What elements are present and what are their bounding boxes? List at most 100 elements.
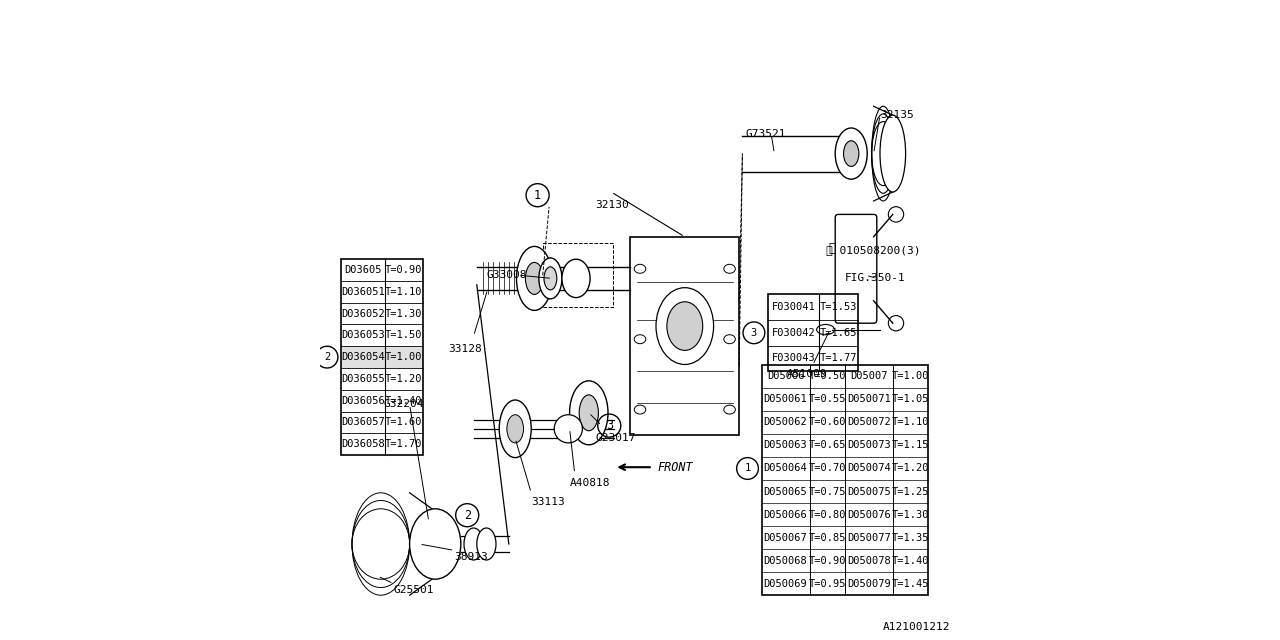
Text: D050077: D050077 <box>847 532 891 543</box>
Text: D050079: D050079 <box>847 579 891 589</box>
Text: 33113: 33113 <box>531 497 564 508</box>
Text: A51009: A51009 <box>787 369 828 380</box>
Ellipse shape <box>554 415 582 443</box>
Text: G32204: G32204 <box>384 399 425 410</box>
Ellipse shape <box>410 509 461 579</box>
Text: D050073: D050073 <box>847 440 891 451</box>
Text: T=0.70: T=0.70 <box>809 463 846 474</box>
Text: T=1.50: T=1.50 <box>385 330 422 340</box>
Text: T=1.05: T=1.05 <box>892 394 929 404</box>
Text: T=0.90: T=0.90 <box>809 556 846 566</box>
Text: D050063: D050063 <box>764 440 808 451</box>
Text: 2: 2 <box>324 352 330 362</box>
Bar <box>340 259 422 455</box>
Text: D050068: D050068 <box>764 556 808 566</box>
Text: T=1.40: T=1.40 <box>385 396 422 406</box>
Text: D050075: D050075 <box>847 486 891 497</box>
Text: D036054: D036054 <box>340 352 385 362</box>
Text: G33008: G33008 <box>486 270 527 280</box>
Text: G73521: G73521 <box>745 129 786 140</box>
Text: D036057: D036057 <box>340 417 385 428</box>
Bar <box>543 243 613 307</box>
Text: 1: 1 <box>534 189 541 202</box>
Ellipse shape <box>544 267 557 290</box>
Text: D036052: D036052 <box>340 308 385 319</box>
Text: T=1.60: T=1.60 <box>385 417 422 428</box>
Text: 3: 3 <box>751 328 756 338</box>
Text: FRONT: FRONT <box>658 461 692 474</box>
Text: T=1.35: T=1.35 <box>892 532 929 543</box>
Text: F030042: F030042 <box>772 328 815 338</box>
Text: D05006: D05006 <box>767 371 804 381</box>
Text: T=1.77: T=1.77 <box>819 353 858 364</box>
Text: T=1.15: T=1.15 <box>892 440 929 451</box>
Text: T=1.70: T=1.70 <box>385 439 422 449</box>
Ellipse shape <box>667 301 703 351</box>
Text: T=0.95: T=0.95 <box>809 579 846 589</box>
Text: A40818: A40818 <box>570 478 611 488</box>
Text: D050074: D050074 <box>847 463 891 474</box>
Text: D036056: D036056 <box>340 396 385 406</box>
FancyBboxPatch shape <box>836 214 877 323</box>
Text: T=0.65: T=0.65 <box>809 440 846 451</box>
Text: 2: 2 <box>463 509 471 522</box>
Text: T=1.10: T=1.10 <box>385 287 422 297</box>
Text: D050069: D050069 <box>764 579 808 589</box>
Ellipse shape <box>499 400 531 458</box>
Text: D036058: D036058 <box>340 439 385 449</box>
Text: 1: 1 <box>745 463 750 474</box>
Text: T=1.20: T=1.20 <box>385 374 422 384</box>
Ellipse shape <box>579 395 599 431</box>
Text: F030043: F030043 <box>772 353 815 364</box>
Text: T=1.00: T=1.00 <box>385 352 422 362</box>
Text: Ⓑ: Ⓑ <box>829 242 836 255</box>
Ellipse shape <box>835 128 868 179</box>
Text: G25501: G25501 <box>394 585 434 595</box>
Text: T=0.60: T=0.60 <box>809 417 846 428</box>
Text: D050071: D050071 <box>847 394 891 404</box>
Text: D05007: D05007 <box>850 371 887 381</box>
Text: D050067: D050067 <box>764 532 808 543</box>
Ellipse shape <box>517 246 553 310</box>
Ellipse shape <box>507 415 524 443</box>
Bar <box>630 237 740 435</box>
Text: D050072: D050072 <box>847 417 891 428</box>
Text: FIG.350-1: FIG.350-1 <box>845 273 905 284</box>
Text: T=1.53: T=1.53 <box>819 302 858 312</box>
Text: 3: 3 <box>605 419 613 432</box>
Text: T=1.00: T=1.00 <box>892 371 929 381</box>
Bar <box>762 365 928 595</box>
Text: T=0.55: T=0.55 <box>809 394 846 404</box>
Bar <box>340 346 422 368</box>
Ellipse shape <box>570 381 608 445</box>
Text: T=1.65: T=1.65 <box>819 328 858 338</box>
Text: T=0.50: T=0.50 <box>809 371 846 381</box>
Text: T=1.40: T=1.40 <box>892 556 929 566</box>
Text: D036055: D036055 <box>340 374 385 384</box>
Text: T=1.30: T=1.30 <box>892 509 929 520</box>
Text: 33128: 33128 <box>448 344 481 354</box>
Text: D050076: D050076 <box>847 509 891 520</box>
Ellipse shape <box>476 528 497 560</box>
Text: T=0.75: T=0.75 <box>809 486 846 497</box>
Text: D050066: D050066 <box>764 509 808 520</box>
Text: D050064: D050064 <box>764 463 808 474</box>
Ellipse shape <box>657 288 714 365</box>
Text: T=1.45: T=1.45 <box>892 579 929 589</box>
Ellipse shape <box>881 115 906 192</box>
Ellipse shape <box>562 259 590 298</box>
Text: A121001212: A121001212 <box>883 622 950 632</box>
Text: T=1.25: T=1.25 <box>892 486 929 497</box>
Ellipse shape <box>844 141 859 166</box>
Text: D050078: D050078 <box>847 556 891 566</box>
Text: T=1.30: T=1.30 <box>385 308 422 319</box>
Text: T=0.80: T=0.80 <box>809 509 846 520</box>
Text: T=1.20: T=1.20 <box>892 463 929 474</box>
Text: T=1.10: T=1.10 <box>892 417 929 428</box>
Ellipse shape <box>465 528 484 560</box>
Text: D050061: D050061 <box>764 394 808 404</box>
Text: D036051: D036051 <box>340 287 385 297</box>
Text: D03605: D03605 <box>344 265 381 275</box>
Ellipse shape <box>539 258 562 299</box>
Bar <box>768 294 858 371</box>
